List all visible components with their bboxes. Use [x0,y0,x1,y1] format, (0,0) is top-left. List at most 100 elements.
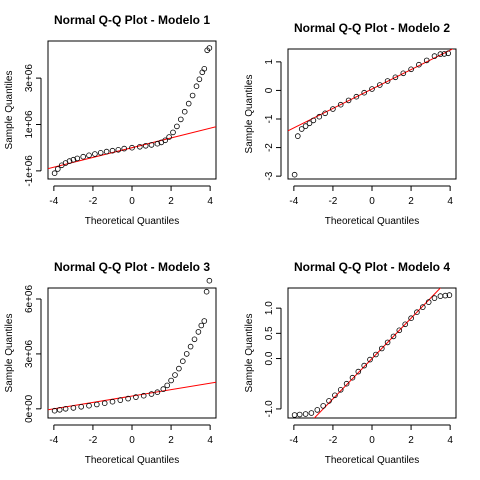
sample-point [54,166,61,172]
sample-point [180,358,186,365]
plot-frame [287,48,457,180]
sample-point [70,156,77,163]
x-tick-label: 4 [207,435,213,446]
x-axis-title: Theoretical Quantiles [325,216,420,227]
plot-frame [47,40,217,180]
x-tick-label: -4 [289,435,298,446]
sample-point [291,171,298,178]
y-tick-label: 1e+06 [24,110,35,139]
sample-point [320,403,327,409]
sample-point [160,386,167,392]
sample-point [201,318,208,324]
sample-point [314,407,321,413]
y-tick-label: 0e+00 [24,394,35,423]
plot-frame [47,287,217,419]
sample-point [378,345,385,352]
y-tick-label: -3 [264,171,275,180]
sample-point [183,351,190,357]
sample-point [78,403,84,410]
sample-point [125,395,131,402]
x-tick-label: 2 [168,196,174,207]
sample-point [384,78,391,84]
sample-point [441,51,448,57]
reference-line [48,381,216,411]
sample-point [74,155,81,162]
sample-point [306,120,313,127]
sample-point [400,70,407,77]
y-tick-label: 1.0 [264,301,275,315]
sample-point [361,362,368,369]
sample-point [174,123,180,130]
panel-title: Normal Q-Q Plot - Modelo 2 [294,21,450,35]
sample-point [425,299,432,305]
sample-point [332,392,338,399]
sample-point [66,158,73,164]
sample-point [51,170,58,177]
sample-point [337,386,344,393]
sample-point [166,134,172,140]
y-tick-label: 3e+06 [24,64,35,93]
x-tick-label: 0 [129,435,135,446]
qq-panel-3: Normal Q-Q Plot - Modelo 3 -4 -2 0 2 4 0e+00 3e… [4,260,217,466]
sample-point [376,82,383,88]
x-tick-label: -2 [88,196,97,207]
y-tick-label: 1 [264,59,275,65]
sample-point [355,368,362,375]
sample-point [191,336,198,343]
sample-point [345,97,352,104]
x-tick-label: 0 [369,196,375,207]
sample-point [291,412,298,418]
x-tick-label: -2 [88,435,97,446]
x-tick-label: 4 [447,435,453,446]
sample-point [330,106,336,112]
sample-point [302,123,309,129]
x-tick-label: -2 [328,196,337,207]
y-axis-title: Sample Quantiles [4,314,15,393]
sample-point [162,137,169,144]
x-axis-title: Theoretical Quantiles [325,455,420,466]
sample-point [121,145,127,152]
sample-point [384,339,391,346]
y-tick-label: -1e+06 [24,155,35,187]
qq-panel-2: Normal Q-Q Plot - Modelo 2 -4 -2 0 2 4 -3 -2 -1 0… [244,21,457,227]
sample-point [396,327,403,334]
sample-point [201,66,208,72]
panel-title: Normal Q-Q Plot - Modelo 4 [294,260,450,274]
sample-point [129,144,135,151]
sample-point [140,392,147,399]
y-axis-title: Sample Quantiles [244,314,255,393]
sample-point [198,322,205,329]
sample-point [185,100,192,107]
sample-point [164,382,171,389]
sample-point [101,400,108,407]
y-axis-title: Sample Quantiles [4,71,15,150]
sample-point [206,45,213,51]
sample-point [390,333,397,340]
sample-point [133,394,139,400]
sample-point [423,57,430,64]
y-tick-label: 0.5 [264,326,275,340]
sample-point [109,398,116,405]
sample-point [431,53,438,59]
x-tick-label: 0 [129,196,135,207]
sample-point [308,410,315,416]
y-axis-title: Sample Quantiles [244,75,255,154]
y-tick-label: 6e+06 [24,285,35,314]
sample-point [86,402,92,409]
sample-point [51,407,58,414]
sample-point [298,126,305,132]
x-axis-title: Theoretical Quantiles [85,216,180,227]
sample-point [181,108,188,115]
x-tick-label: -4 [289,196,298,207]
sample-point [369,86,375,92]
sample-point [343,380,350,387]
sample-point [170,129,176,136]
sample-point [367,356,373,363]
sample-point [117,397,124,403]
x-tick-label: 2 [408,196,414,207]
sample-point [56,406,63,413]
sample-point [437,51,444,57]
x-tick-label: -2 [328,435,337,446]
sample-point [148,391,155,397]
sample-point [70,405,77,411]
